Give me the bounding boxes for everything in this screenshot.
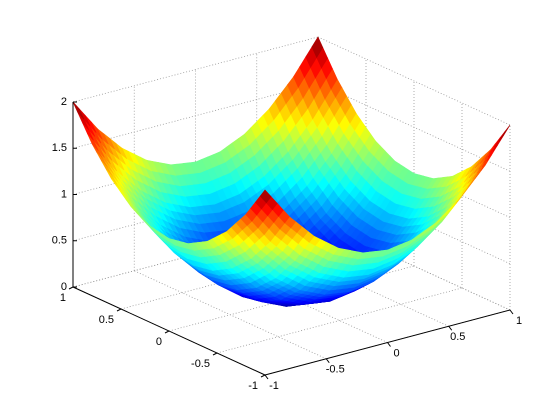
z-tick-label: 0.5 [52,235,67,247]
grid-line [72,36,319,103]
y-tick [68,286,74,290]
y-tick-label: 0 [156,336,162,348]
z-tick-label: 1 [61,188,67,200]
surface-patch [72,101,85,120]
grid-line [317,82,511,172]
x-tick-label: 1 [516,315,522,327]
y-tick-label: 1 [60,292,66,304]
x-tick-label: 0.5 [450,331,465,343]
y-tick [212,352,218,356]
z-tick-label: 2 [61,96,67,108]
surface-patch [311,36,324,59]
y-tick [164,330,170,334]
y-tick [116,308,122,312]
x-tick [325,358,330,364]
z-tick-label: 1.5 [52,142,67,154]
x-tick-label: -1 [269,380,279,392]
y-tick [260,374,266,378]
grid-line [216,287,463,354]
surface-patch [498,124,511,142]
x-tick [509,309,514,315]
x-tick [448,325,453,331]
y-tick-label: -0.5 [191,358,210,370]
z-tick-label: 0 [61,281,67,293]
grid-line [72,82,319,149]
grid-line [317,221,511,311]
x-tick-label: 0 [393,347,399,359]
y-tick-label: -1 [248,380,258,392]
grid-line [317,36,511,126]
y-tick-label: 0.5 [99,314,114,326]
x-tick [387,342,391,347]
surface-patch [259,189,272,204]
x-tick-label: -0.5 [326,364,345,376]
x-tick [264,374,269,380]
